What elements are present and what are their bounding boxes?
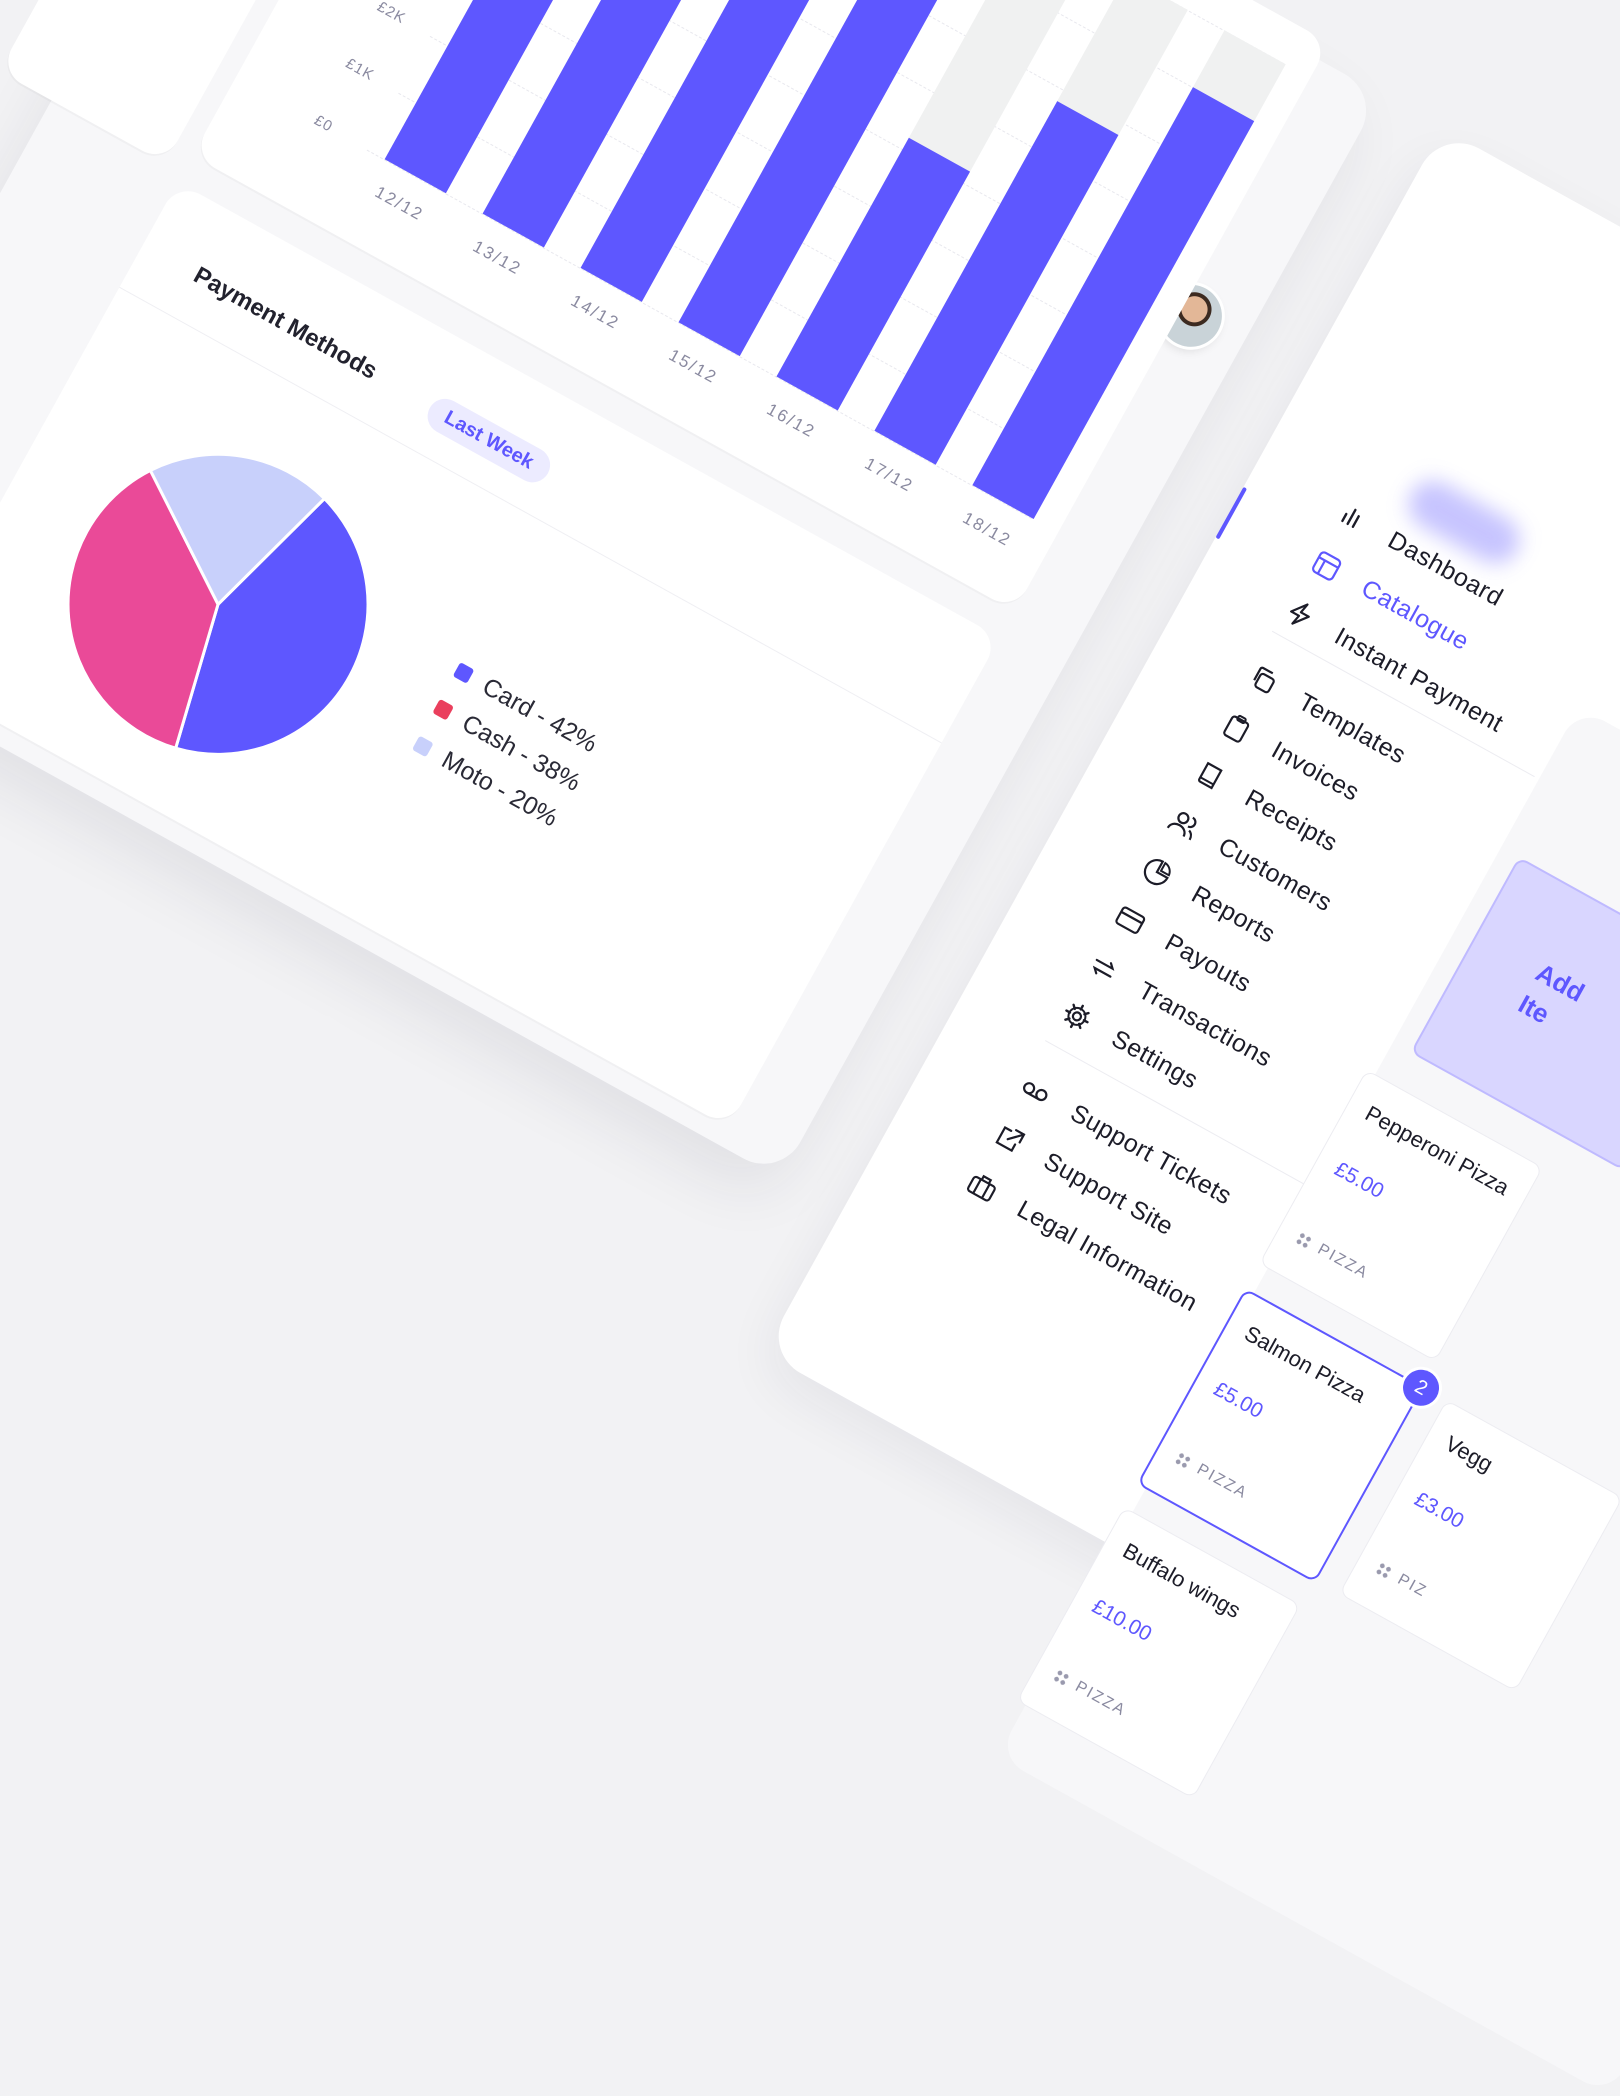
external-link-icon xyxy=(987,1117,1031,1161)
credit-card-icon xyxy=(1109,898,1153,942)
pie-slice-moto[interactable] xyxy=(110,413,328,625)
product-price: £5.00 xyxy=(1330,1157,1388,1204)
dashboard-panel: £0£1K£2K£3K£4K£5K£6K£7K£8K12/1213/1214/1… xyxy=(0,0,1382,1179)
sidebar-item-catalogue[interactable]: Catalogue xyxy=(1299,533,1481,669)
sidebar-item-invoices[interactable]: Invoices xyxy=(1209,695,1372,820)
product-price: £3.00 xyxy=(1410,1487,1468,1534)
arrows-icon xyxy=(1082,947,1126,991)
x-tick-label: 17/12 xyxy=(861,453,917,497)
pie-slice-card[interactable] xyxy=(147,478,419,805)
voicemail-icon xyxy=(1014,1069,1058,1113)
legend-swatch-card xyxy=(452,662,475,684)
product-category-label: PIZZA xyxy=(1072,1678,1129,1720)
payment-methods-card: Payment Methods Last Week Card - 42% Cas… xyxy=(0,181,1000,1128)
grid-icon xyxy=(1051,1668,1071,1688)
x-tick-label: 13/12 xyxy=(469,236,525,279)
y-tick-label: £0 xyxy=(311,111,336,136)
sidebar: Dashboard Catalogue Instant Payment Templat… xyxy=(763,128,1620,1596)
product-category-label: PIZ xyxy=(1394,1570,1430,1601)
quantity-badge: 2 xyxy=(1396,1363,1446,1413)
product-name: Salmon Pizza xyxy=(1240,1320,1371,1408)
sidebar-item-templates[interactable]: Templates xyxy=(1236,647,1418,783)
product-category-label: PIZZA xyxy=(1314,1240,1372,1283)
layout-icon xyxy=(1305,544,1349,588)
perspective-stage: £0£1K£2K£3K£4K£5K£6K£7K£8K12/1213/1214/1… xyxy=(0,0,1620,1799)
pie-slice-cash[interactable] xyxy=(14,458,287,752)
payment-methods-title: Payment Methods xyxy=(189,261,382,385)
grid-icon xyxy=(1294,1230,1314,1250)
x-tick-label: 14/12 xyxy=(567,291,623,334)
sidebar-item-support-tickets[interactable]: Support Tickets xyxy=(1008,1058,1244,1224)
sidebar-item-customers[interactable]: Customers xyxy=(1156,791,1345,931)
pie-legend: Card - 42% Cash - 38% Moto - 20% xyxy=(406,651,609,840)
bar-chart-icon xyxy=(1332,496,1376,540)
grid-icon xyxy=(1173,1450,1193,1470)
legend-swatch-moto xyxy=(411,735,434,758)
briefcase-icon xyxy=(961,1165,1005,1209)
product-category: PIZZA xyxy=(1051,1666,1129,1720)
book-icon xyxy=(1189,754,1233,798)
payment-methods-pie xyxy=(14,413,419,805)
sidebar-item-reports[interactable]: Reports xyxy=(1129,839,1287,962)
product-category: PIZZA xyxy=(1293,1229,1371,1283)
x-tick-label: 18/12 xyxy=(959,508,1015,551)
y-tick-label: £2K xyxy=(374,0,409,28)
product-price: £5.00 xyxy=(1209,1377,1267,1424)
active-indicator xyxy=(1215,486,1248,540)
product-name: Pepperoni Pizza xyxy=(1361,1100,1514,1201)
x-tick-label: 15/12 xyxy=(665,345,721,388)
product-category: PIZZA xyxy=(1172,1449,1251,1503)
legend-swatch-cash xyxy=(432,698,455,721)
clipboard-icon xyxy=(1215,706,1259,750)
period-filter[interactable]: Last Week xyxy=(421,392,557,489)
sidebar-item-receipts[interactable]: Receipts xyxy=(1182,743,1349,871)
gear-icon xyxy=(1055,995,1099,1039)
product-category: PIZ xyxy=(1373,1559,1430,1601)
sidebar-item-legal-information[interactable]: Legal Information xyxy=(954,1154,1209,1331)
grid-icon xyxy=(1374,1561,1394,1581)
x-tick-label: 16/12 xyxy=(763,399,819,442)
pie-chart-icon xyxy=(1135,850,1179,894)
x-tick-label: 12/12 xyxy=(371,182,427,225)
y-tick-label: £1K xyxy=(342,54,378,85)
sidebar-item-settings[interactable]: Settings xyxy=(1049,983,1210,1108)
sidebar-item-transactions[interactable]: Transactions xyxy=(1076,935,1284,1086)
product-price: £10.00 xyxy=(1088,1594,1156,1647)
sidebar-item-support-site[interactable]: Support Site xyxy=(981,1106,1185,1254)
copy-icon xyxy=(1242,658,1286,702)
users-icon xyxy=(1162,802,1206,846)
sidebar-item-instant-payment[interactable]: Instant Payment xyxy=(1272,581,1515,751)
add-item-label-2: Ite xyxy=(1513,988,1555,1030)
product-name: Vegg xyxy=(1441,1430,1498,1477)
product-category-label: PIZZA xyxy=(1193,1460,1251,1503)
sidebar-item-payouts[interactable]: Payouts xyxy=(1102,887,1263,1011)
lightning-icon xyxy=(1278,592,1322,636)
sidebar-item-dashboard[interactable]: Dashboard xyxy=(1325,485,1515,625)
